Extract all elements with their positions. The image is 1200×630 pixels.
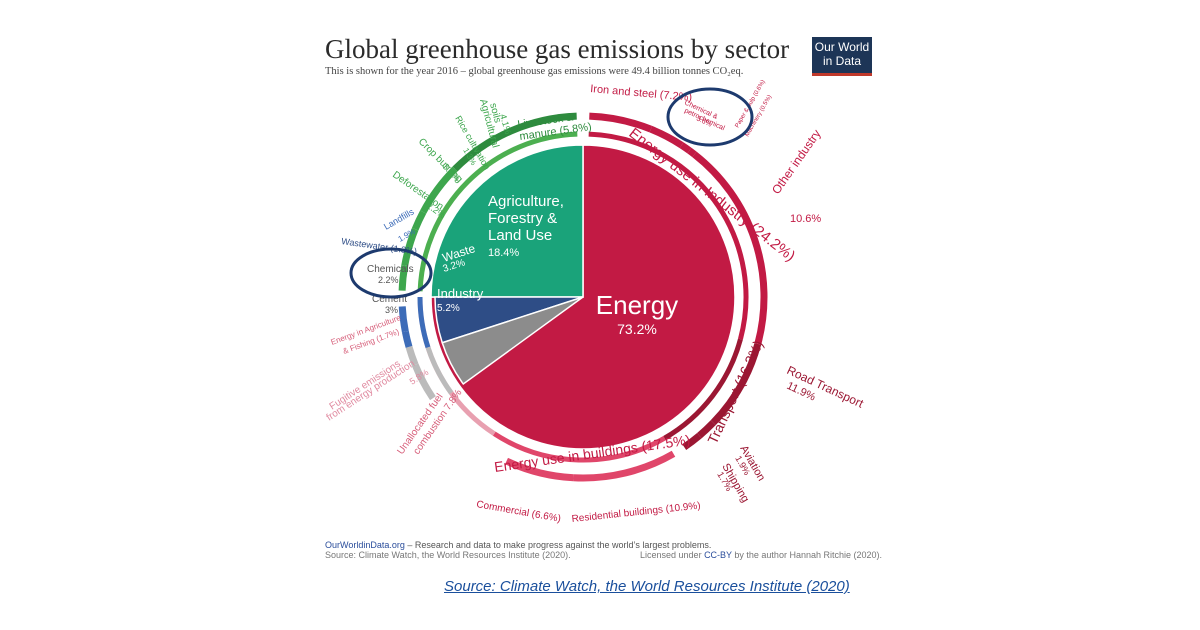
pie-slice-industry: [441, 296, 584, 386]
ring-outer-road-transport-11-9: [710, 342, 762, 426]
ring-outer-landfills-1-9: [398, 306, 409, 333]
ring-middle-industry: [425, 346, 454, 395]
ring-outer-livestock-manure-5-8: [452, 112, 577, 172]
ring-middle-energy-use-in-buildings-17-5: [492, 431, 666, 463]
ring-outer-wastewater-1-3: [401, 330, 413, 348]
pie-label-industry: Industry: [437, 286, 484, 301]
ring-label-4-1: 4.1%: [498, 113, 513, 135]
footer-credit: OurWorldinData.org – Research and data t…: [325, 540, 711, 550]
ring-label-from-energy-production: from energy production: [325, 358, 417, 423]
ring-middle-energy-use-in-industry-24-2: [588, 131, 749, 340]
pie-slice-agriculture-forestry-land-use: [430, 144, 584, 298]
ring-outer-deforestation-2-2: [398, 264, 409, 291]
source-caption-link[interactable]: Source: Climate Watch, the World Resourc…: [444, 578, 850, 595]
middle-ring: [417, 131, 749, 463]
highlight-circles: [349, 87, 754, 299]
ring-label-residential-buildings-10-9: Residential buildings (10.9%): [571, 501, 701, 525]
pie-label-agriculture-line: Forestry &: [488, 210, 557, 227]
ring-outer-iron-and-steel-7-2: [589, 112, 653, 133]
pie-value-industry: 5.2%: [437, 303, 460, 314]
ring-outer-commercial-6-6: [505, 457, 574, 482]
ring-middle-agriculture: [417, 131, 578, 292]
ring-middle-transport-16-2: [663, 338, 743, 441]
pie-label-agriculture-line: Agriculture,: [488, 193, 564, 210]
chart-title: Global greenhouse gas emissions by secto…: [325, 34, 790, 64]
inner-pie: [430, 144, 736, 450]
license-suffix: by the author Hannah Ritchie (2020).: [731, 550, 882, 560]
highlight-circle-chemical-petrochemical: [666, 87, 754, 147]
ring-outer-aviation-1-9: [697, 420, 716, 439]
ring-outer-rice-cultivation-1-3: [411, 210, 427, 231]
outer-ring: [398, 112, 768, 482]
ring-outer-agricultural-soils-4-1: [420, 166, 458, 214]
ring-outer-machinery-0-5: [687, 147, 697, 158]
footer-license: Licensed under CC-BY by the author Hanna…: [640, 550, 882, 560]
ring-label-10-6: 10.6%: [790, 213, 821, 225]
footer-source: Source: Climate Watch, the World Resourc…: [325, 550, 571, 560]
ring-outer-paper-pulp-0-6: [679, 142, 692, 154]
ring-label-chemicals: Chemicals: [367, 264, 414, 275]
owid-logo[interactable]: Our World in Data: [812, 37, 872, 76]
pie-label-energy: Energy: [596, 290, 678, 320]
pie-value-agriculture: 18.4%: [488, 247, 519, 259]
ring-label-2-2: 2.2%: [378, 275, 399, 285]
ring-outer-chemical-petrochemical-3-6: [649, 125, 684, 149]
ring-outer-crop-burning-3-5: [401, 227, 419, 267]
ring-label-other-industry: Other industry: [769, 127, 824, 197]
ring-label-soils: soils: [487, 102, 503, 124]
license-prefix: Licensed under: [640, 550, 705, 560]
ring-outer-shipping-1-7: [682, 432, 702, 450]
pie-value-energy: 73.2%: [617, 321, 657, 337]
ring-label-3: 3%: [385, 305, 398, 315]
license-link[interactable]: CC-BY: [704, 550, 732, 560]
ring-label-cement: Cement: [372, 294, 407, 305]
pie-label-agriculture-line: Land Use: [488, 227, 552, 244]
ring-outer-chemicals-2-2: [405, 345, 419, 367]
ring-middle-waste: [417, 296, 431, 349]
ring-outer-cement-3: [411, 363, 436, 401]
pie-slice-energy: [430, 144, 736, 450]
footer-site-link[interactable]: OurWorldinData.org: [325, 540, 405, 550]
ring-label-commercial-6-6: Commercial (6.6%): [475, 499, 561, 525]
ring-outer-residential-buildings-10-9: [573, 450, 676, 482]
chart-subtitle: This is shown for the year 2016 – global…: [325, 66, 744, 77]
highlight-circle-chemicals: [349, 247, 433, 299]
footer-tagline: – Research and data to make progress aga…: [404, 540, 712, 550]
ring-outer-other-industry-10-6: [692, 151, 768, 345]
